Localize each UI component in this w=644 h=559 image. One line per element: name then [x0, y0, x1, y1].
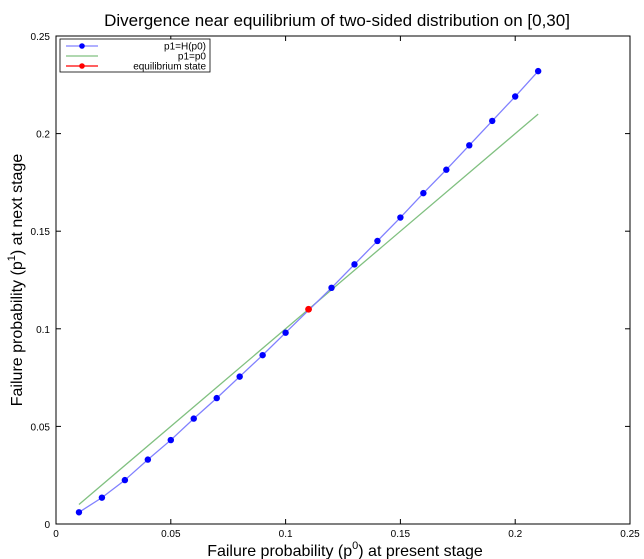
data-point-h	[190, 415, 197, 422]
legend-label: p1=H(p0)	[164, 42, 206, 53]
data-point-h	[144, 456, 152, 463]
data-point-h	[374, 237, 381, 245]
data-point-h	[121, 476, 129, 484]
legend-label: equilibrium state	[133, 62, 206, 73]
data-point-h	[75, 509, 83, 516]
data-point-h	[466, 142, 473, 149]
y-tick-label: 0	[44, 520, 50, 531]
data-point-h	[443, 166, 450, 173]
data-point-h	[351, 261, 358, 268]
data-point-h	[420, 189, 427, 197]
x-tick-label: 0.2	[508, 529, 522, 540]
data-point-h	[534, 67, 542, 75]
legend-label: p1=p0	[178, 52, 207, 63]
legend-marker	[79, 43, 85, 49]
plot-area	[55, 35, 631, 525]
x-tick-label: 0.1	[279, 529, 293, 540]
data-point-h	[489, 117, 496, 125]
data-point-h	[282, 329, 289, 336]
data-point-h	[167, 436, 174, 444]
data-point-h	[259, 351, 266, 359]
data-point-h	[98, 494, 106, 501]
equilibrium-point	[305, 305, 312, 313]
y-tick-label: 0.05	[31, 422, 51, 433]
y-tick-label: 0.1	[36, 325, 50, 336]
data-point-h	[236, 373, 243, 380]
x-tick-label: 0	[53, 529, 59, 540]
data-point-h	[397, 214, 404, 221]
x-tick-label: 0.15	[391, 529, 411, 540]
y-axis-label: Failure probability (p1) at next stage	[6, 154, 26, 407]
x-tick-label: 0.05	[161, 529, 181, 540]
legend-marker	[79, 63, 85, 69]
y-tick-label: 0.15	[31, 227, 51, 238]
y-tick-label: 0.2	[36, 130, 50, 141]
y-tick-label: 0.25	[31, 32, 51, 43]
data-point-h	[328, 284, 335, 292]
x-tick-label: 0.25	[620, 529, 640, 540]
data-point-h	[512, 93, 519, 100]
data-point-h	[213, 394, 220, 402]
x-axis-label: Failure probability (p0) at present stag…	[207, 540, 483, 559]
chart-title: Divergence near equilibrium of two-sided…	[104, 11, 570, 30]
